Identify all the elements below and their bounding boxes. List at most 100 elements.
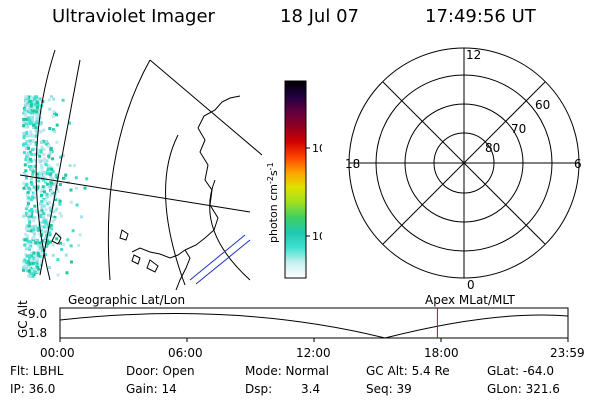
aurora-pixel <box>26 269 30 273</box>
aurora-pixel <box>29 142 32 146</box>
aurora-pixel <box>30 274 34 278</box>
aurora-pixel <box>26 239 30 243</box>
aurora-pixel <box>42 178 46 182</box>
aurora-pixel <box>40 203 44 207</box>
aurora-pixel <box>24 99 28 103</box>
aurora-pixel <box>40 206 44 210</box>
aurora-pixel <box>29 177 33 181</box>
aurora-pixel <box>37 210 41 214</box>
coastline <box>184 127 219 251</box>
aurora-pixel <box>39 159 43 163</box>
latitude-line <box>19 174 251 213</box>
aurora-pixel <box>22 268 26 272</box>
aurora-pixel <box>28 274 32 278</box>
aurora-pixel <box>39 150 43 154</box>
aurora-pixel <box>30 226 34 230</box>
aurora-pixel <box>28 110 32 114</box>
aurora-pixel <box>53 129 57 133</box>
timeline-y-tick: 9.0 <box>28 307 48 321</box>
aurora-pixel <box>37 108 41 112</box>
aurora-pixel <box>22 117 26 121</box>
aurora-pixel <box>43 185 47 189</box>
aurora-pixel <box>52 110 56 114</box>
aurora-pixel <box>50 227 53 231</box>
aurora-pixel <box>51 253 55 257</box>
aurora-pixel <box>27 146 30 150</box>
aurora-pixel <box>69 200 73 204</box>
aurora-pixel <box>39 215 43 219</box>
aurora-pixel <box>28 187 32 191</box>
aurora-pixel <box>22 131 26 135</box>
aurora-pixel <box>59 241 62 245</box>
aurora-pixel <box>48 231 52 235</box>
colorbar-gradient <box>284 80 307 279</box>
aurora-pixel <box>32 228 36 232</box>
aurora-pixel <box>23 103 27 107</box>
aurora-pixel <box>27 242 31 246</box>
aurora-pixel <box>36 254 40 258</box>
aurora-pixel <box>24 142 28 146</box>
aurora-pixel <box>28 118 32 121</box>
aurora-pixel <box>27 116 31 120</box>
latitude-line <box>39 59 81 276</box>
aurora-pixel <box>55 175 59 179</box>
aurora-pixel <box>35 106 39 110</box>
aurora-pixel <box>77 244 81 247</box>
timeline-x-tick: 12:00 <box>296 346 331 360</box>
aurora-pixel <box>64 253 68 257</box>
aurora-pixel <box>36 116 40 120</box>
glat-info: GLat: -64.0 <box>487 364 554 378</box>
aurora-pixel <box>38 202 42 206</box>
aurora-pixel <box>26 151 30 155</box>
instrument-title: Ultraviolet Imager <box>52 6 215 27</box>
aurora-pixel <box>42 175 46 179</box>
coastline <box>175 249 191 290</box>
aurora-pixel <box>45 233 49 237</box>
aurora-pixel <box>30 108 34 112</box>
aurora-pixel <box>25 154 28 158</box>
aurora-pixel <box>31 104 35 107</box>
aurora-pixel <box>47 228 51 232</box>
aurora-pixel <box>40 170 44 174</box>
aurora-pixel <box>27 108 31 112</box>
aurora-pixel <box>32 106 35 110</box>
meridian-line <box>209 179 251 281</box>
aurora-pixel <box>34 126 38 130</box>
aurora-pixel <box>51 115 55 118</box>
aurora-pixel <box>49 175 53 179</box>
aurora-pixel <box>34 239 38 243</box>
aurora-pixel <box>59 155 63 159</box>
aurora-pixel <box>31 236 35 240</box>
aurora-pixel <box>45 139 49 143</box>
aurora-pixel <box>47 164 51 167</box>
aurora-pixel <box>33 111 36 114</box>
aurora-pixel <box>44 244 48 248</box>
aurora-pixel <box>34 111 38 115</box>
aurora-pixel <box>22 266 25 269</box>
aurora-pixel <box>56 273 60 277</box>
aurora-pixel <box>24 253 28 257</box>
aurora-pixel <box>34 134 38 138</box>
aurora-pixel <box>30 152 33 156</box>
aurora-pixel <box>44 178 48 182</box>
aurora-pixel <box>27 217 31 221</box>
aurora-pixel <box>40 209 44 213</box>
aurora-pixel <box>49 148 53 152</box>
aurora-pixel <box>26 191 30 195</box>
aurora-pixel <box>46 182 50 186</box>
aurora-pixel <box>23 243 27 247</box>
aurora-pixel <box>44 223 47 227</box>
aurora-pixel <box>28 212 32 216</box>
aurora-pixel <box>56 189 60 193</box>
aurora-pixel <box>26 102 30 106</box>
aurora-pixel <box>24 158 28 161</box>
aurora-pixel <box>45 192 49 196</box>
aurora-pixel <box>54 209 57 213</box>
aurora-pixel <box>45 195 49 199</box>
aurora-pixel <box>30 148 34 152</box>
aurora-pixel <box>26 205 29 208</box>
orbit-track <box>195 239 251 285</box>
timeline-left-label: Geographic Lat/Lon <box>68 293 186 307</box>
aurora-pixel <box>30 267 34 271</box>
aurora-pixel <box>31 119 35 123</box>
